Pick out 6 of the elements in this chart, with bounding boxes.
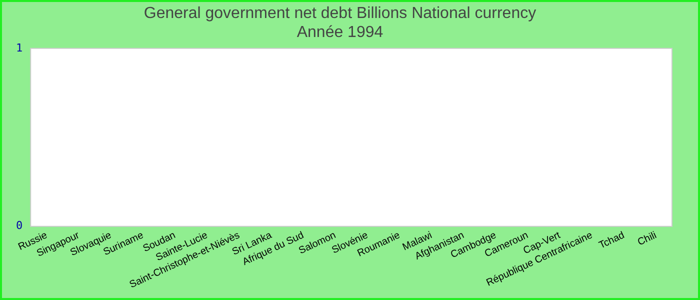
chart-subtitle: Année 1994	[296, 24, 384, 42]
y-tick-label: 1	[16, 41, 23, 54]
x-tick-label: Tchad	[597, 230, 626, 252]
chart-title: General government net debt Billions National currency	[144, 5, 536, 22]
x-tick-label: Chili	[636, 230, 658, 248]
y-tick-label: 0	[16, 219, 23, 232]
